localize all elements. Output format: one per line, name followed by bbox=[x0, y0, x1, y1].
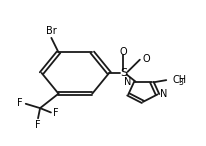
Text: O: O bbox=[143, 54, 151, 64]
Text: Br: Br bbox=[46, 26, 57, 36]
Text: F: F bbox=[17, 98, 23, 108]
Text: O: O bbox=[120, 47, 127, 57]
Text: F: F bbox=[35, 120, 41, 130]
Text: N: N bbox=[159, 89, 167, 99]
Text: F: F bbox=[53, 108, 59, 118]
Text: N: N bbox=[124, 77, 131, 87]
Text: CH: CH bbox=[172, 75, 186, 85]
Text: 3: 3 bbox=[178, 78, 183, 87]
Text: S: S bbox=[120, 68, 127, 78]
